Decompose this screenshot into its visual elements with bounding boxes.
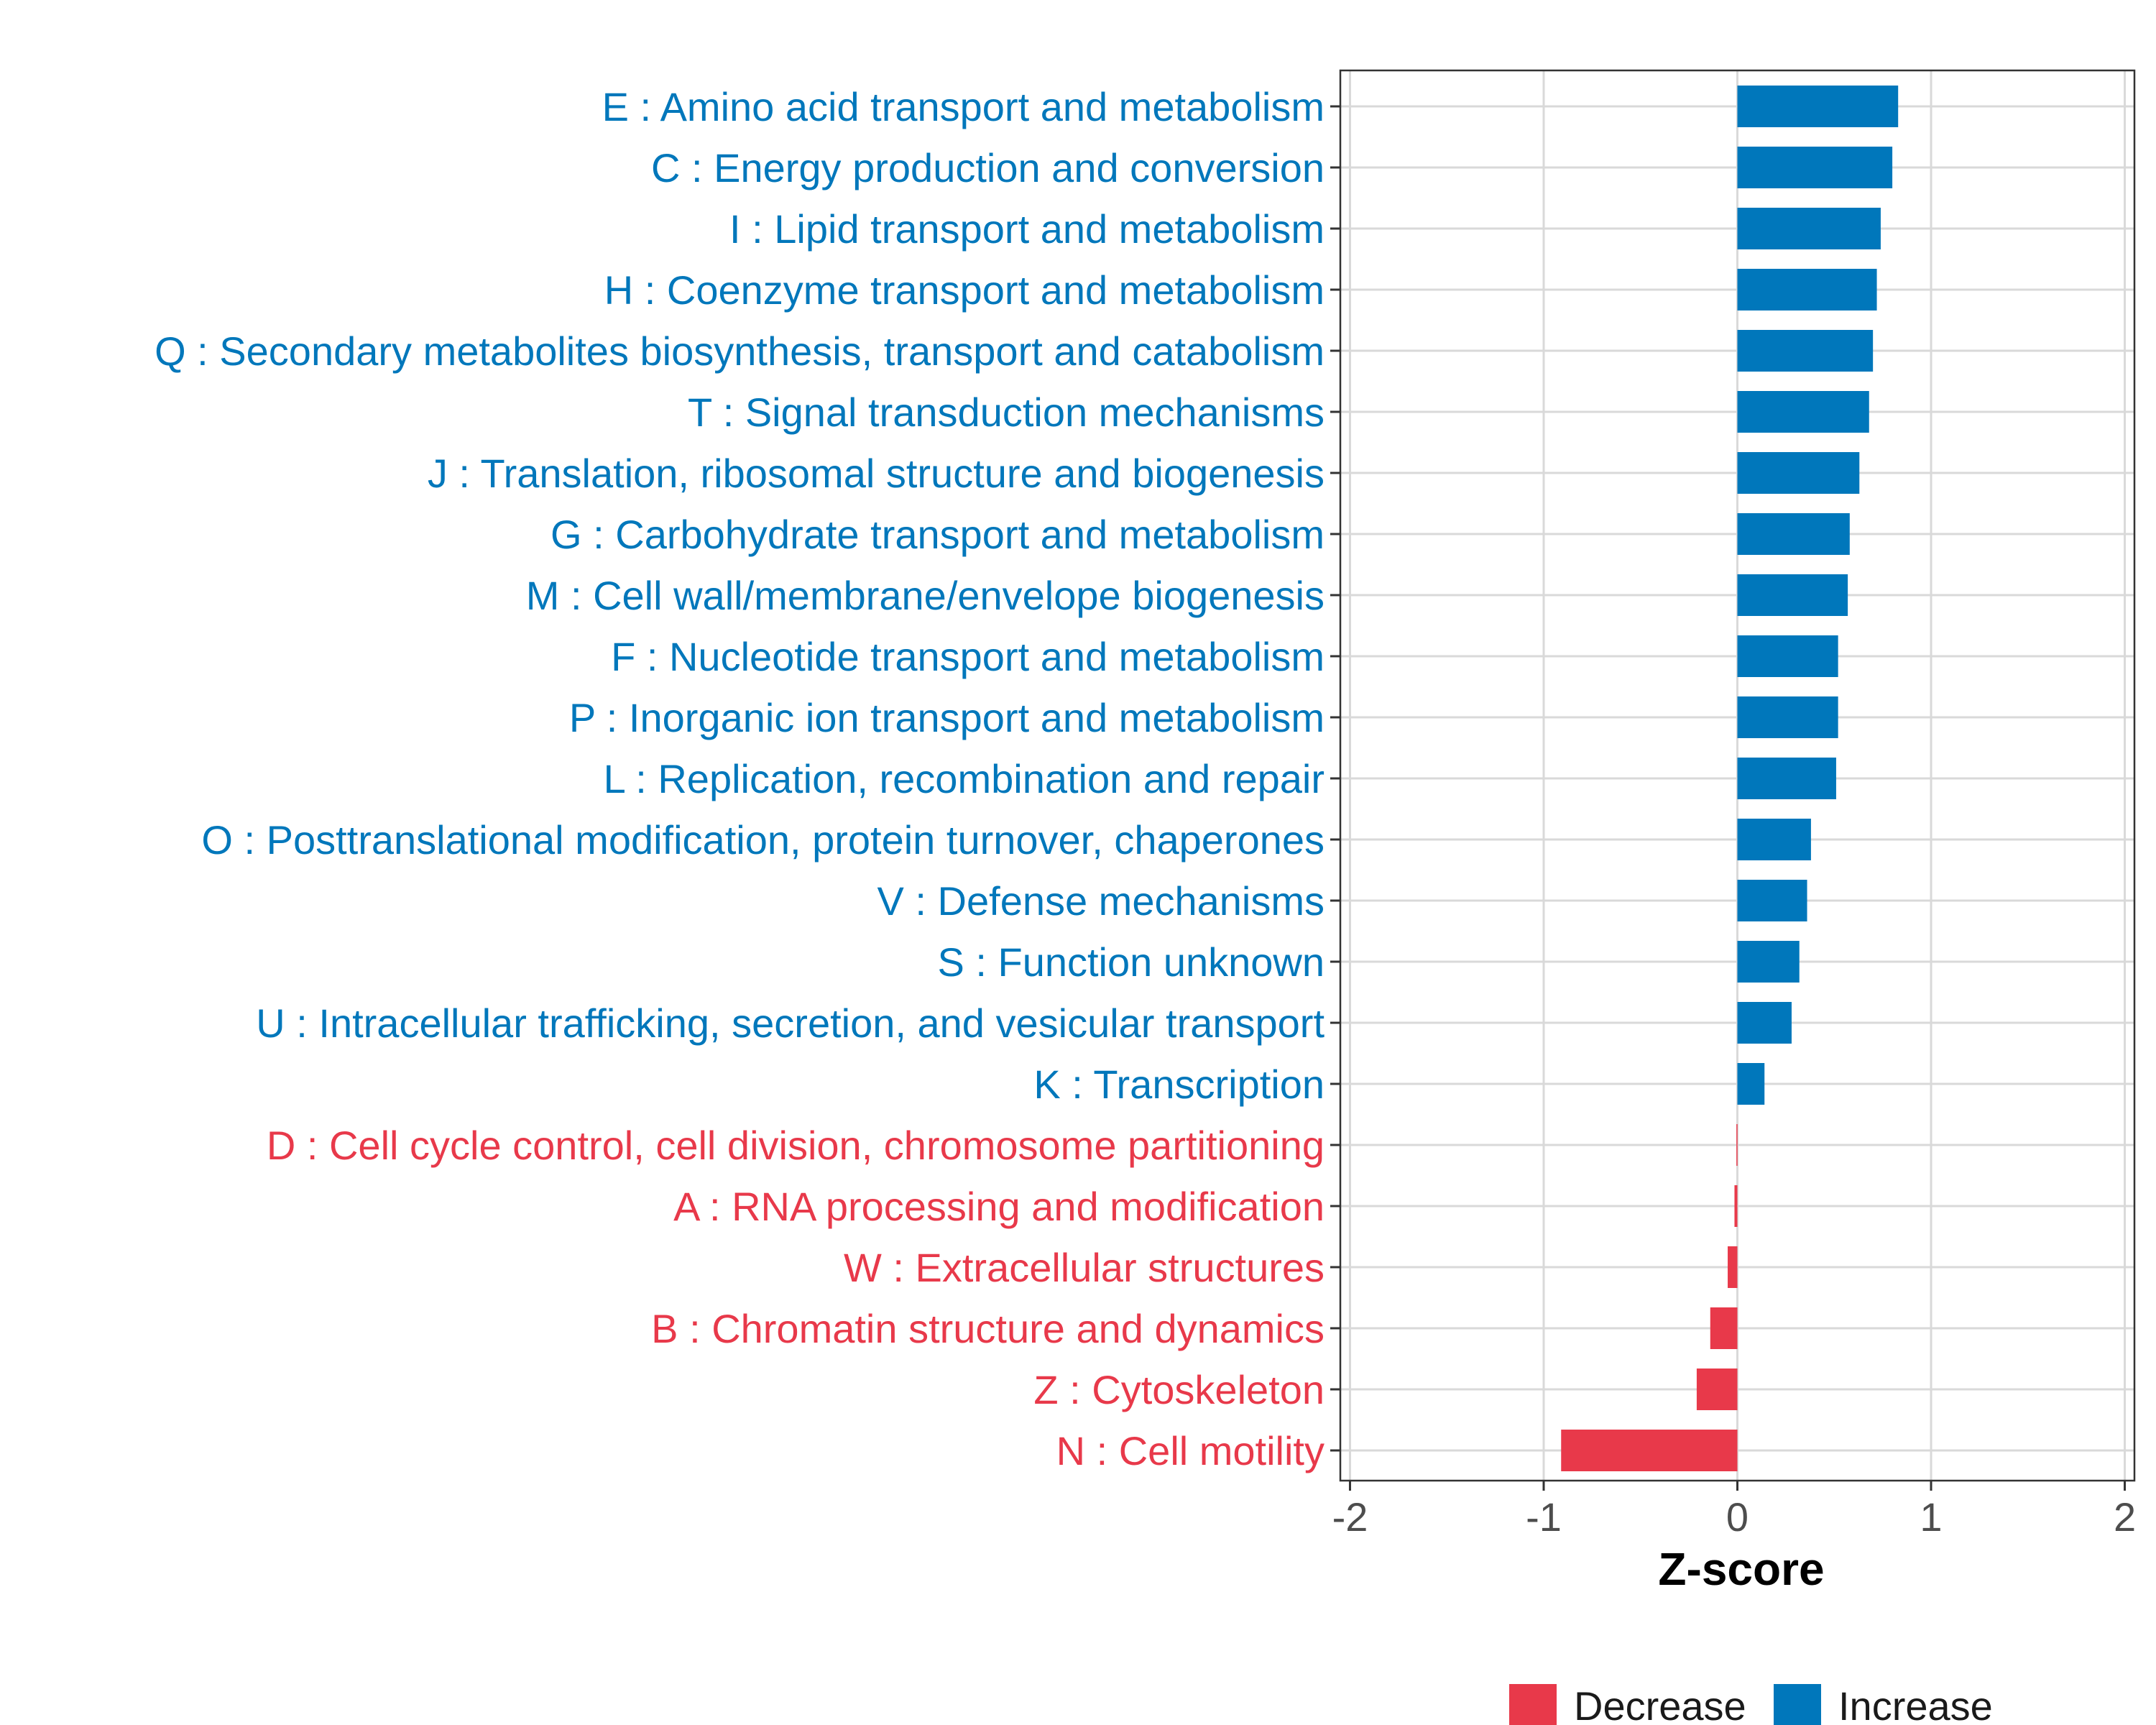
y-tick-label: T : Signal transduction mechanisms [688,390,1325,435]
y-tick-label: S : Function unknown [937,939,1325,985]
legend-swatch-increase [1774,1684,1821,1725]
y-tick-label: B : Chromatin structure and dynamics [651,1306,1325,1351]
bar [1728,1246,1738,1288]
y-tick-label: K : Transcription [1033,1062,1325,1107]
y-tick-label: P : Inorganic ion transport and metaboli… [569,695,1325,740]
bar [1737,941,1800,983]
x-ticks: -2 -1 0 1 2 [1332,1481,2136,1540]
bar [1737,635,1838,677]
bars [1561,86,1899,1471]
bar [1737,758,1836,799]
y-tick-label: H : Coenzyme transport and metabolism [604,267,1325,313]
x-tick-label: 2 [2114,1494,2136,1540]
y-tick-label: A : RNA processing and modification [673,1184,1325,1229]
y-tick-label: J : Translation, ribosomal structure and… [428,451,1325,496]
bar [1737,330,1874,372]
x-tick-label: -1 [1526,1494,1562,1540]
bar [1737,269,1877,310]
y-tick-label: C : Energy production and conversion [651,145,1325,190]
bar [1737,696,1838,738]
y-tick-label: V : Defense mechanisms [877,878,1325,924]
bar [1737,1063,1765,1105]
bar [1710,1307,1738,1349]
bar [1696,1368,1738,1410]
y-tick-label: F : Nucleotide transport and metabolism [611,634,1325,679]
y-tick-label: D : Cell cycle control, cell division, c… [267,1123,1325,1168]
bar [1737,880,1807,921]
y-tick-label: E : Amino acid transport and metabolism [602,84,1325,129]
y-tick-label: Z : Cytoskeleton [1033,1367,1325,1412]
x-tick-label: 0 [1726,1494,1749,1540]
x-axis-label: Z-score [1658,1543,1824,1595]
bar [1737,86,1899,127]
legend-swatch-decrease [1509,1684,1557,1725]
bar [1734,1185,1738,1227]
bar [1561,1430,1738,1471]
legend-label-increase: Increase [1838,1683,1993,1725]
x-tick-label: -2 [1332,1494,1368,1540]
y-tick-label: O : Posttranslational modification, prot… [201,817,1325,862]
legend-label-decrease: Decrease [1574,1683,1746,1725]
bar [1737,513,1850,555]
bar [1737,1002,1792,1044]
y-tick-label: Q : Secondary metabolites biosynthesis, … [155,328,1325,374]
bar [1737,452,1860,494]
legend: Decrease Increase [1509,1683,1993,1725]
y-tick-label: G : Carbohydrate transport and metabolis… [550,512,1325,557]
y-tick-label: U : Intracellular trafficking, secretion… [256,1000,1325,1046]
y-tick-label: W : Extracellular structures [844,1245,1325,1290]
y-ticks: E : Amino acid transport and metabolism C… [155,84,1340,1473]
y-tick-label: I : Lipid transport and metabolism [729,206,1325,252]
y-tick-label: L : Replication, recombination and repai… [604,756,1325,801]
y-tick-label: M : Cell wall/membrane/envelope biogenes… [526,573,1325,618]
bar [1737,208,1881,249]
bar [1737,574,1848,616]
y-tick-label: N : Cell motility [1056,1428,1325,1473]
bar [1737,819,1811,860]
x-tick-label: 1 [1920,1494,1942,1540]
bar [1736,1124,1738,1166]
bar [1737,391,1869,433]
bar [1737,147,1893,188]
